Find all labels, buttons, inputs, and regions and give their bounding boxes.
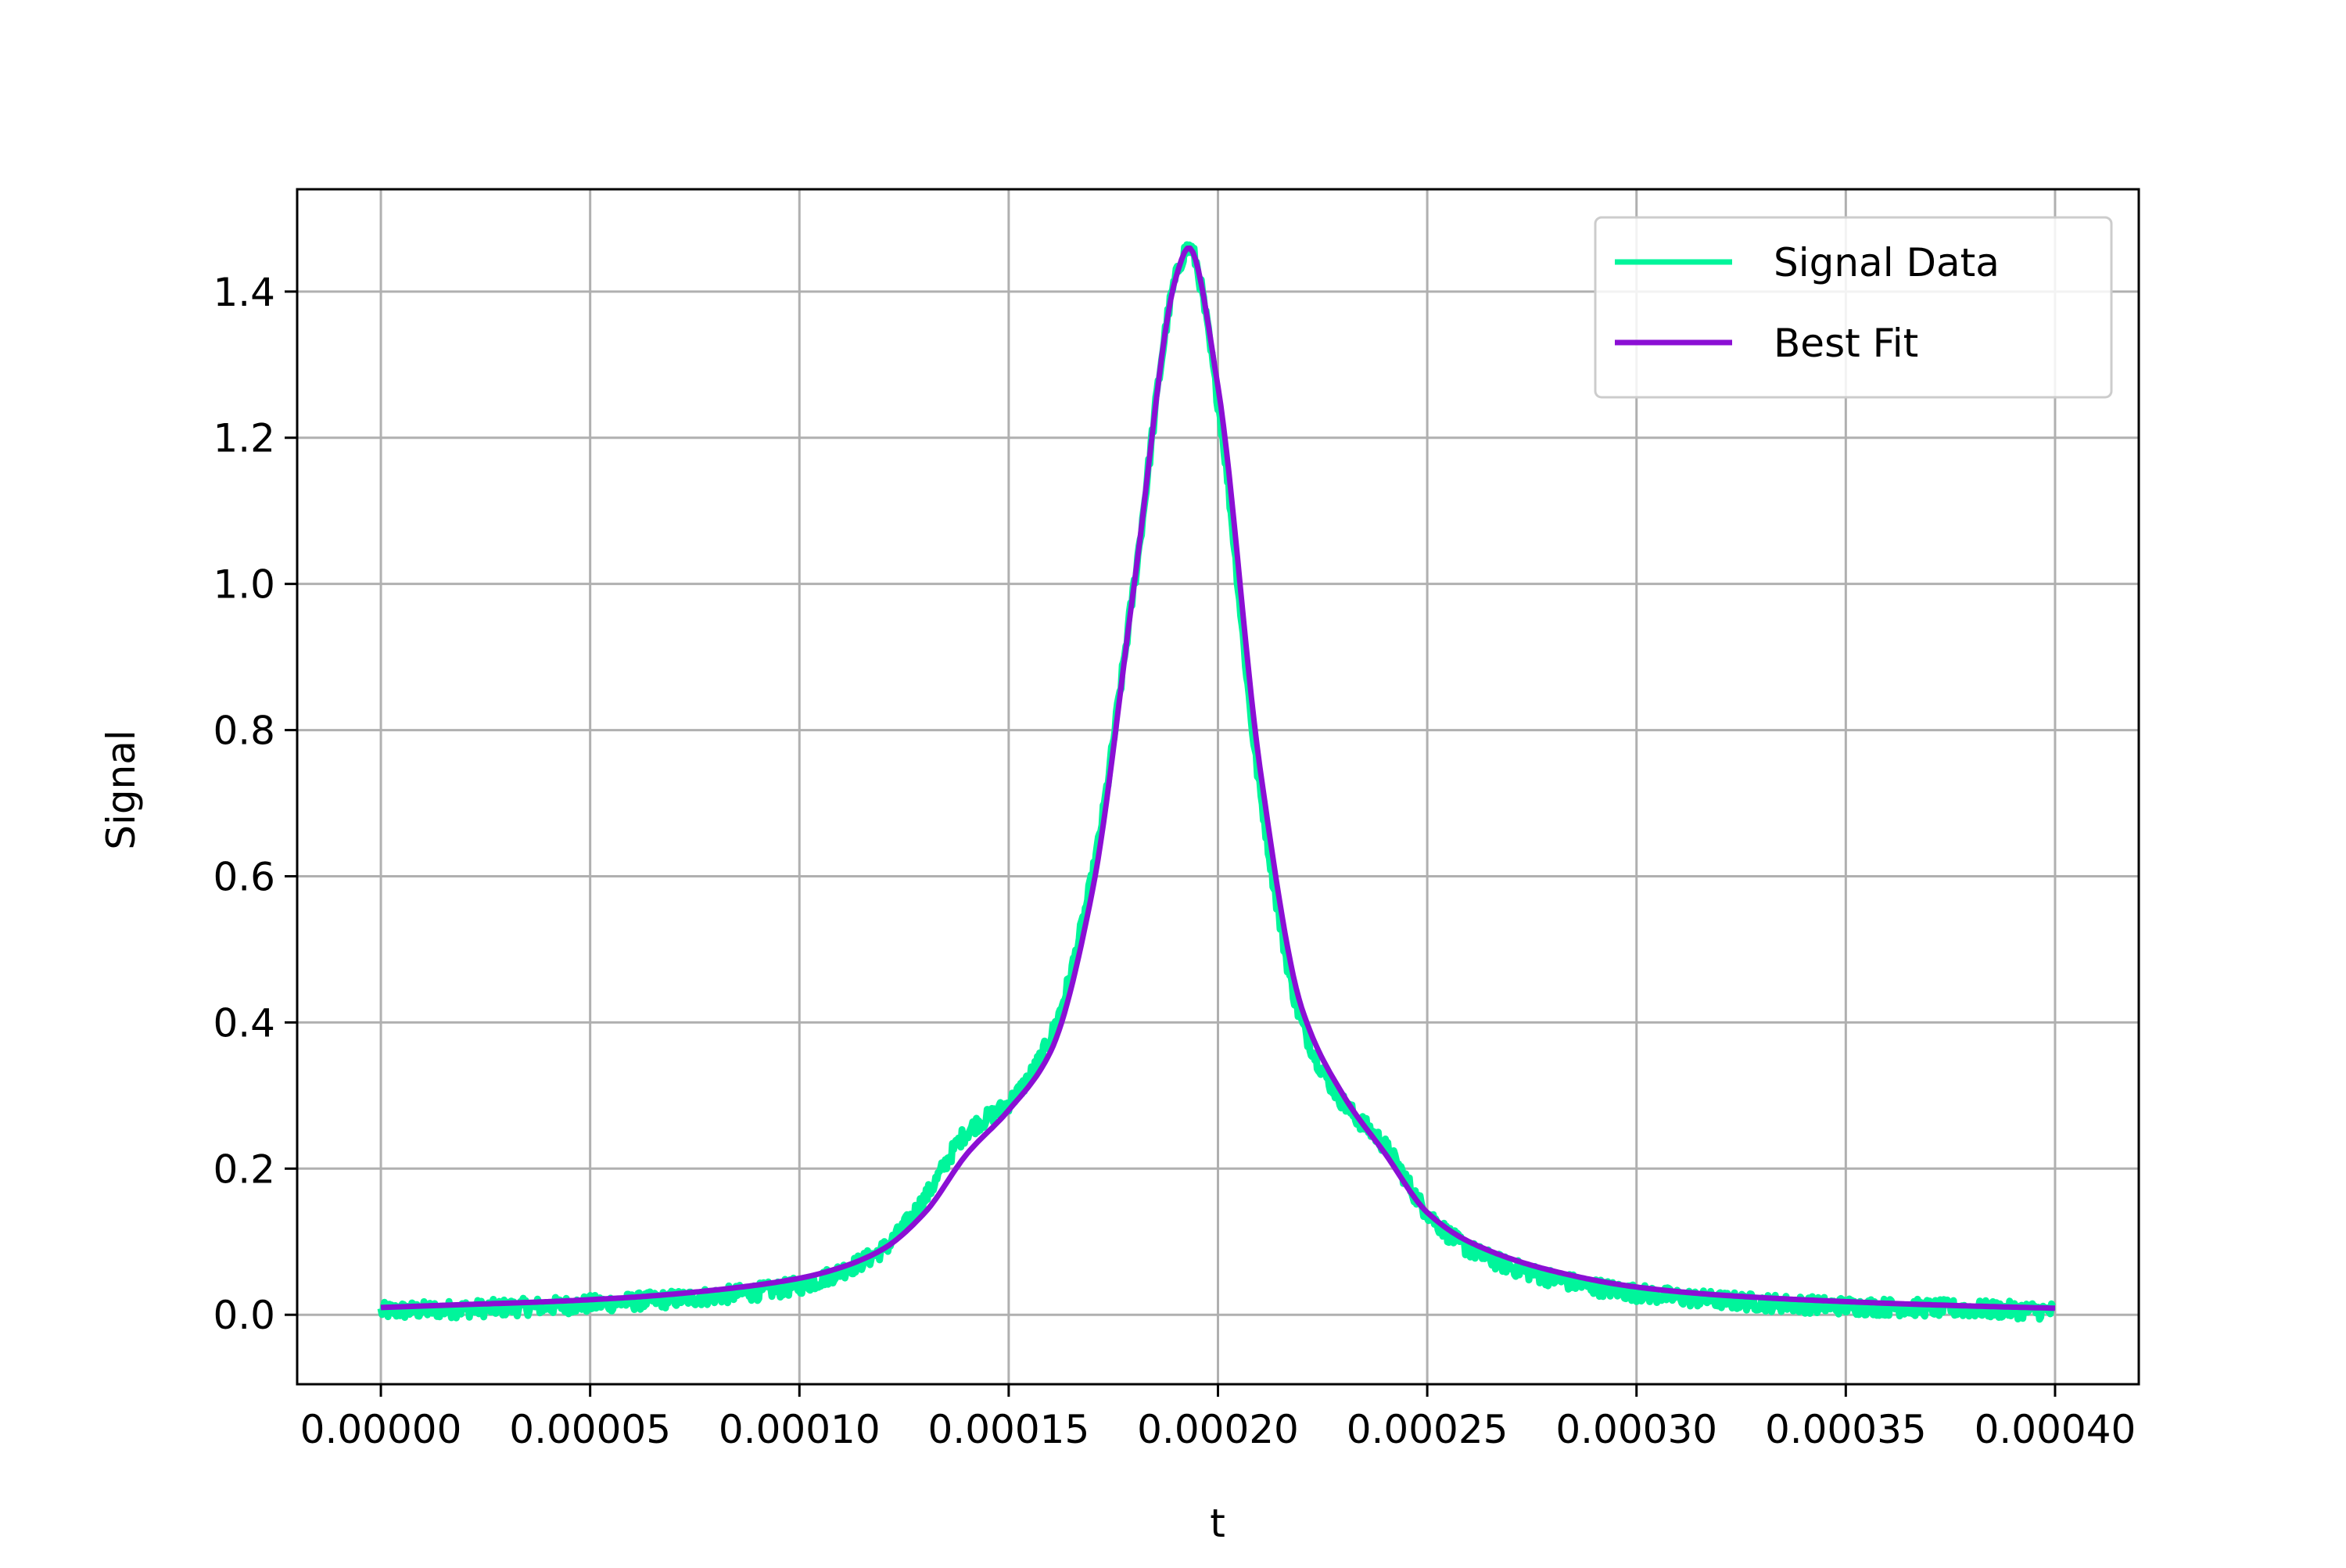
y-axis-label: Signal [99, 730, 144, 850]
y-tick-label: 0.6 [213, 854, 275, 899]
y-tick-label: 0.8 [213, 709, 275, 754]
x-tick-label: 0.00035 [1765, 1407, 1927, 1452]
x-tick-label: 0.00000 [300, 1407, 462, 1452]
x-tick-label: 0.00005 [509, 1407, 671, 1452]
y-tick-label: 1.4 [213, 270, 275, 315]
x-tick-label: 0.00020 [1137, 1407, 1299, 1452]
x-tick-label: 0.00010 [719, 1407, 881, 1452]
x-tick-label: 0.00025 [1347, 1407, 1508, 1452]
legend-label-best-fit: Best Fit [1774, 321, 1918, 366]
y-tick-label: 0.4 [213, 1000, 275, 1046]
x-tick-label: 0.00030 [1555, 1407, 1717, 1452]
series-layer [377, 241, 2057, 1323]
axis-ticks: 0.00000 0.00005 0.00010 0.00015 0.00020 0.000… [213, 270, 2136, 1452]
x-axis-label: t [1210, 1501, 1225, 1546]
legend-label-signal-data: Signal Data [1774, 240, 2000, 285]
legend: Signal Data Best Fit [1594, 216, 2113, 399]
x-tick-label: 0.00040 [1975, 1407, 2136, 1452]
y-tick-label: 0.2 [213, 1146, 275, 1192]
series-line-best-fit [380, 245, 2056, 1311]
y-tick-label: 0.0 [213, 1293, 275, 1338]
x-tick-label: 0.00015 [928, 1407, 1090, 1452]
y-tick-label: 1.2 [213, 416, 275, 461]
y-tick-label: 1.0 [213, 562, 275, 608]
